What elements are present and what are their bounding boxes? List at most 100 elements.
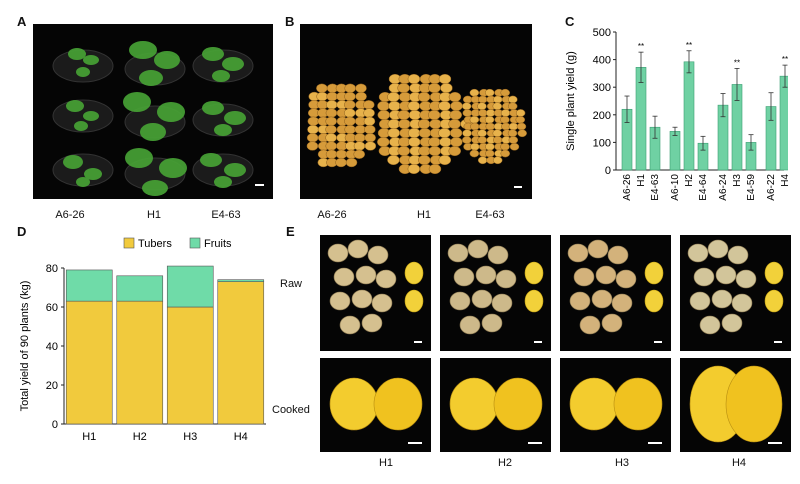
potato bbox=[491, 293, 513, 313]
potato bbox=[471, 289, 493, 309]
y-tick-label: 40 bbox=[46, 341, 58, 353]
cooked-potato-photo bbox=[320, 358, 431, 452]
potato bbox=[611, 293, 633, 313]
tuber-heap bbox=[306, 83, 377, 168]
significance-mark: ** bbox=[782, 55, 788, 64]
plant-illustration bbox=[52, 41, 264, 196]
cooked-potato-half bbox=[613, 377, 663, 431]
potato-cut-half bbox=[644, 289, 664, 313]
potato bbox=[351, 289, 373, 309]
raw-potato-photo bbox=[680, 235, 791, 351]
potato-cut-half bbox=[404, 289, 424, 313]
potato bbox=[567, 243, 589, 263]
panel-e-label: E bbox=[286, 224, 295, 239]
panel-c-chart: 0 100 200 300 400 500 Single plant yield (g) A6… bbox=[565, 27, 788, 201]
scale-bar bbox=[514, 186, 522, 188]
scale-bar bbox=[654, 341, 662, 343]
potato bbox=[615, 269, 637, 289]
x-tick-label: A6-26 bbox=[622, 174, 633, 201]
potato bbox=[727, 245, 749, 265]
panel-d-chart: 0 20 40 60 80 Total yield of 90 plants (kg) H1… bbox=[19, 237, 266, 443]
scale-bar bbox=[414, 341, 422, 343]
potato bbox=[467, 239, 489, 259]
bar bbox=[683, 61, 695, 171]
potato bbox=[371, 293, 393, 313]
bar bbox=[779, 75, 788, 171]
stacked-bar-segment bbox=[65, 300, 113, 425]
potato bbox=[699, 315, 721, 335]
potato bbox=[569, 291, 591, 311]
potato bbox=[495, 269, 517, 289]
potato bbox=[601, 313, 623, 333]
potato bbox=[339, 315, 361, 335]
potato bbox=[475, 265, 497, 285]
y-axis-label: Single plant yield (g) bbox=[565, 51, 577, 151]
panel-a-plant-photo bbox=[33, 24, 273, 199]
potato bbox=[715, 265, 737, 285]
panel-a-caption-3: E4-63 bbox=[211, 209, 241, 221]
cooked-potato-photo bbox=[680, 358, 791, 452]
panel-e-col-h4: H4 bbox=[731, 457, 747, 469]
legend-label: Tubers bbox=[138, 238, 172, 250]
cooked-potato-half bbox=[569, 377, 619, 431]
significance-mark: ** bbox=[734, 58, 740, 67]
raw-potato-photo bbox=[320, 235, 431, 351]
panel-b-tuber-photo bbox=[300, 24, 532, 199]
tuber-illustration bbox=[306, 73, 527, 188]
x-tick-label: H3 bbox=[732, 174, 743, 187]
y-tick-label: 500 bbox=[593, 27, 611, 39]
x-tick-label: E4-64 bbox=[698, 174, 709, 201]
potato bbox=[689, 291, 711, 311]
panel-e-col-h2: H2 bbox=[497, 457, 513, 469]
potato bbox=[731, 293, 753, 313]
tuber-heap bbox=[377, 73, 473, 175]
panel-a-caption-1: A6-26 bbox=[55, 209, 85, 221]
stacked-bar-segment bbox=[166, 306, 214, 425]
scale-bar bbox=[774, 341, 782, 343]
panel-e-row-raw: Raw bbox=[280, 278, 303, 290]
x-tick-label: H1 bbox=[82, 431, 96, 443]
potato bbox=[333, 267, 355, 287]
panel-a-caption-2: H1 bbox=[146, 209, 162, 221]
potato bbox=[591, 289, 613, 309]
panel-d-label: D bbox=[17, 224, 27, 239]
potato-cut-half bbox=[764, 261, 784, 285]
cooked-potato-half bbox=[373, 377, 423, 431]
scale-bar bbox=[534, 341, 542, 343]
potato bbox=[481, 313, 503, 333]
y-tick-label: 60 bbox=[46, 302, 58, 314]
significance-mark: ** bbox=[686, 41, 692, 50]
y-tick-label: 80 bbox=[46, 263, 58, 275]
potato bbox=[453, 267, 475, 287]
x-tick-label: A6-10 bbox=[670, 174, 681, 201]
cooked-potato-half bbox=[449, 377, 499, 431]
panel-a-label: A bbox=[17, 14, 27, 29]
potato-cut-half bbox=[524, 261, 544, 285]
potato bbox=[449, 291, 471, 311]
stacked-bar-segment bbox=[116, 275, 164, 302]
potato bbox=[447, 243, 469, 263]
potato bbox=[607, 245, 629, 265]
potato bbox=[327, 243, 349, 263]
potato-cut-half bbox=[404, 261, 424, 285]
y-tick-label: 0 bbox=[52, 419, 58, 431]
panel-b-label: B bbox=[285, 14, 295, 29]
scale-bar bbox=[408, 442, 422, 444]
y-tick-label: 0 bbox=[605, 165, 611, 177]
potato bbox=[459, 315, 481, 335]
stacked-bar-segment bbox=[217, 279, 265, 282]
stacked-bar-segment bbox=[217, 281, 265, 425]
x-tick-label: H1 bbox=[636, 174, 647, 187]
scale-bar bbox=[648, 442, 662, 444]
stacked-bar-segment bbox=[166, 265, 214, 308]
potato bbox=[711, 289, 733, 309]
legend-label: Fruits bbox=[204, 238, 232, 250]
scale-bar bbox=[255, 184, 264, 186]
y-tick-label: 100 bbox=[593, 137, 611, 149]
raw-potato-photo bbox=[560, 235, 671, 351]
potato bbox=[579, 315, 601, 335]
panel-e-col-h3: H3 bbox=[614, 457, 630, 469]
legend-swatch bbox=[123, 237, 135, 249]
potato bbox=[355, 265, 377, 285]
x-tick-label: H2 bbox=[684, 174, 695, 187]
